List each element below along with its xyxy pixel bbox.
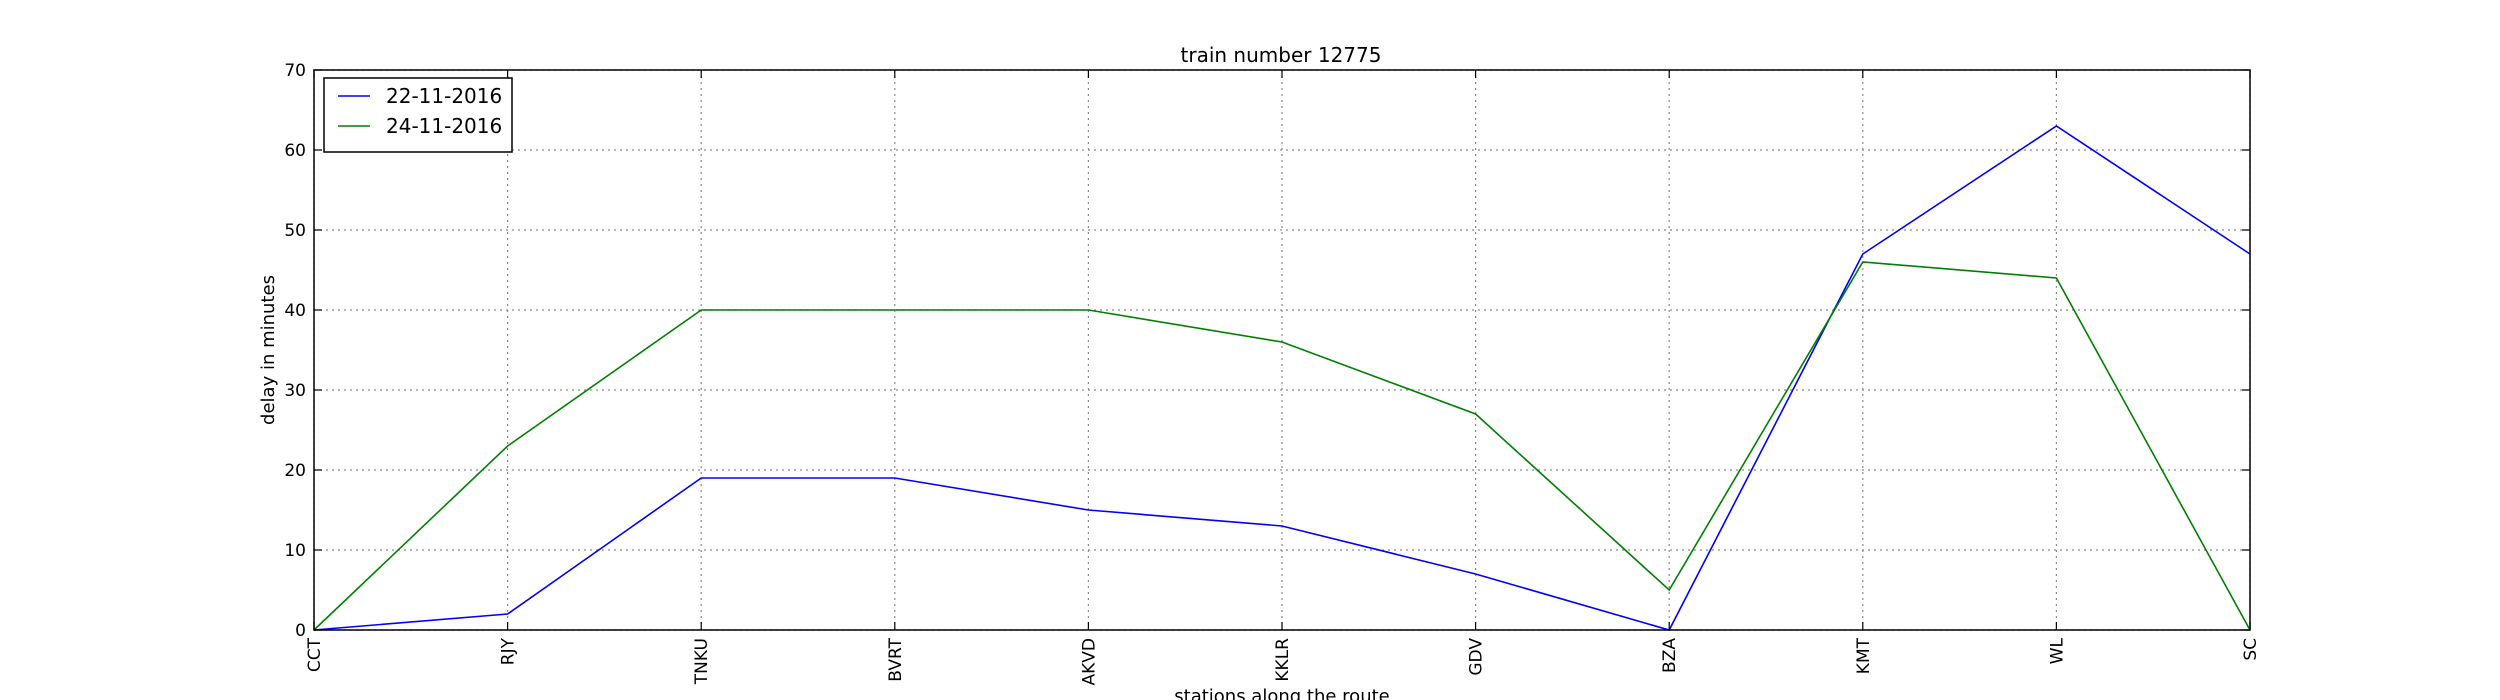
x-tick-label: AKVD: [1079, 638, 1099, 686]
y-axis-label: delay in minutes: [258, 275, 279, 425]
legend: 22-11-2016 24-11-2016: [323, 77, 513, 153]
legend-label-0: 22-11-2016: [386, 84, 502, 108]
x-tick-label: TNKU: [692, 638, 712, 685]
x-axis-label: stations along the route: [1174, 686, 1389, 700]
x-tick-label: BZA: [1660, 638, 1680, 673]
axis-ticks: 0 10 20 30 40 50 60 70 CCT RJY TNKU BVRT AKVD KKLR GDV…: [284, 61, 2261, 686]
chart-title: train number 12775: [1181, 43, 1382, 67]
x-tick-label: WL: [2047, 637, 2067, 664]
legend-label-1: 24-11-2016: [386, 114, 502, 138]
y-tick-label: 30: [284, 381, 306, 401]
x-tick-label: RJY: [499, 637, 519, 665]
x-tick-label: GDV: [1467, 638, 1487, 676]
series-lines: [313, 125, 2251, 631]
y-tick-label: 50: [284, 221, 306, 241]
y-tick-label: 60: [284, 141, 306, 161]
series-line-1: [313, 261, 2251, 631]
x-tick-label: CCT: [305, 637, 325, 672]
y-tick-label: 70: [284, 61, 306, 81]
x-tick-label: KMT: [1854, 637, 1874, 674]
legend-box: [323, 77, 513, 153]
series-line-0: [313, 125, 2251, 631]
y-tick-label: 40: [284, 301, 306, 321]
x-tick-label: KKLR: [1273, 638, 1293, 682]
x-tick-label: SC: [2241, 638, 2261, 661]
x-tick-label: BVRT: [886, 637, 906, 681]
y-tick-label: 20: [284, 461, 306, 481]
y-tick-label: 0: [295, 621, 306, 641]
y-tick-label: 10: [284, 541, 306, 561]
